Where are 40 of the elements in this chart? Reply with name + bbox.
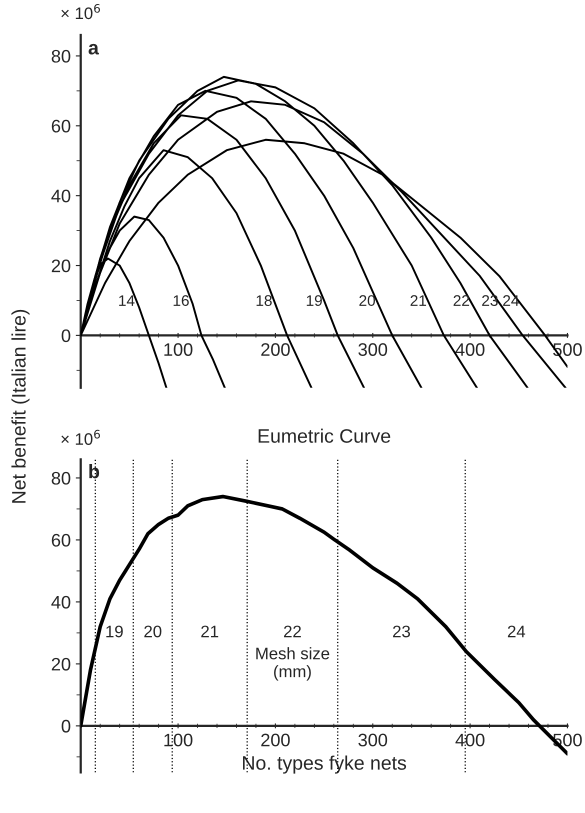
annotation: Mesh size (mm) <box>256 647 330 681</box>
series-label: 22 <box>454 295 470 306</box>
y-tick-label: 40 <box>51 190 70 202</box>
text: × 10$^{6}$ <box>61 4 100 20</box>
x-tick-label: 400 <box>455 734 484 746</box>
series-label: 20 <box>359 295 376 306</box>
annotation: 20 <box>144 626 162 638</box>
y-tick-label: 20 <box>52 259 70 272</box>
y-tick-label: 0 <box>62 329 70 342</box>
x-tick-label: 100 <box>164 734 192 746</box>
series-label: 16 <box>174 295 189 306</box>
annotation: 23 <box>393 626 410 638</box>
chart-title: Eumetric Curve <box>258 428 390 443</box>
series-label: 19 <box>306 295 322 306</box>
y-tick-label: 60 <box>52 120 70 133</box>
x-tick-label: 400 <box>455 343 484 356</box>
text: × 10$^{6}$ <box>61 430 100 445</box>
y-tick-label: 20 <box>52 658 70 671</box>
series-label: 23 <box>482 295 498 306</box>
annotation: a <box>88 44 99 55</box>
annotation: 19 <box>106 626 123 638</box>
annotation: 22 <box>284 626 301 638</box>
series-label: 18 <box>256 295 272 306</box>
y-tick-label: 80 <box>52 50 70 63</box>
y-tick-label: 60 <box>52 534 70 547</box>
series-label: 21 <box>410 295 426 306</box>
x-tick-label: 300 <box>358 734 388 746</box>
x-axis-title: No. types fyke nets <box>243 756 406 774</box>
annotation: 24 <box>508 626 526 638</box>
x-tick-label: 300 <box>358 343 388 356</box>
x-tick-label: 200 <box>261 734 290 746</box>
annotation: b <box>89 464 100 478</box>
y-tick-label: 40 <box>51 596 70 609</box>
y-tick-label: 0 <box>62 720 70 733</box>
y-axis-title: Net benefit (Italian lire) <box>11 310 30 503</box>
annotation: 21 <box>201 626 218 638</box>
y-tick-label: 80 <box>52 472 70 485</box>
x-tick-label: 100 <box>164 343 192 356</box>
x-tick-label: 200 <box>261 343 290 356</box>
series-label: 14 <box>119 295 135 306</box>
